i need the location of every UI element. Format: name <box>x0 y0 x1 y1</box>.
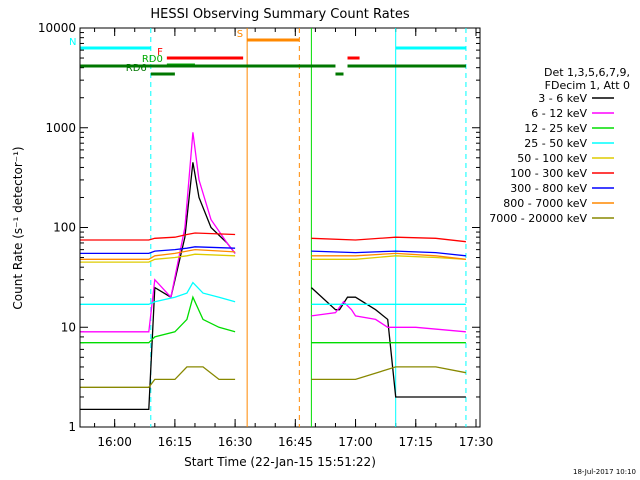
y-tick-label: 100 <box>53 221 76 235</box>
legend-label: 300 - 800 keV <box>510 182 587 195</box>
vertical-markers <box>150 28 467 427</box>
x-tick-label: 17:15 <box>398 435 433 449</box>
series-line <box>80 162 466 411</box>
legend-label: 50 - 100 keV <box>517 152 587 165</box>
legend-label: 25 - 50 keV <box>524 137 587 150</box>
x-axis-label: Start Time (22-Jan-15 15:51:22) <box>184 455 376 469</box>
x-tick-label: 16:45 <box>278 435 313 449</box>
x-tick-label: 16:30 <box>218 435 253 449</box>
legend-title: FDecim 1, Att 0 <box>545 79 630 92</box>
flag-label: RD0 <box>142 54 163 65</box>
flag-label: F <box>157 47 163 58</box>
series-line <box>80 232 466 243</box>
x-tick-label: 16:00 <box>97 435 132 449</box>
series-line <box>80 295 466 344</box>
series-line <box>80 132 466 333</box>
series-line <box>80 246 466 257</box>
series-line <box>80 281 466 305</box>
x-tick-label: 17:30 <box>459 435 494 449</box>
flag-label: S <box>237 29 243 40</box>
legend: Det 1,3,5,6,7,9,FDecim 1, Att 03 - 6 keV… <box>489 66 630 225</box>
flag-label: N <box>69 37 76 48</box>
x-tick-label: 16:15 <box>158 435 193 449</box>
x-ticks: 16:00 16:15 16:30 16:45 17:00 17:15 17:30 <box>94 28 494 449</box>
series-line <box>80 253 466 263</box>
series-line <box>80 248 466 260</box>
footer-timestamp: 18-Jul-2017 10:10 <box>573 468 636 476</box>
y-tick-label: 1000 <box>45 121 76 135</box>
y-tick-label: 10000 <box>38 21 76 35</box>
data-series <box>80 132 467 411</box>
series-line <box>80 366 467 388</box>
y-tick-label: 10 <box>61 320 76 334</box>
chart-title: HESSI Observing Summary Count Rates <box>150 7 409 22</box>
legend-label: 3 - 6 keV <box>538 92 587 105</box>
y-tick-label: 1 <box>68 420 76 434</box>
legend-label: 100 - 300 keV <box>510 167 587 180</box>
legend-label: 6 - 12 keV <box>531 107 587 120</box>
legend-label: 800 - 7000 keV <box>503 197 587 210</box>
legend-label: 12 - 25 keV <box>524 122 587 135</box>
legend-label: 7000 - 20000 keV <box>489 212 587 225</box>
flag-label: RD6 <box>126 63 147 74</box>
y-ticks: 1 10 100 1000 10000 <box>38 21 480 434</box>
legend-title: Det 1,3,5,6,7,9, <box>544 66 630 79</box>
x-tick-label: 17:00 <box>338 435 373 449</box>
y-axis-label: Count Rate (s⁻¹ detector⁻¹) <box>11 146 25 309</box>
